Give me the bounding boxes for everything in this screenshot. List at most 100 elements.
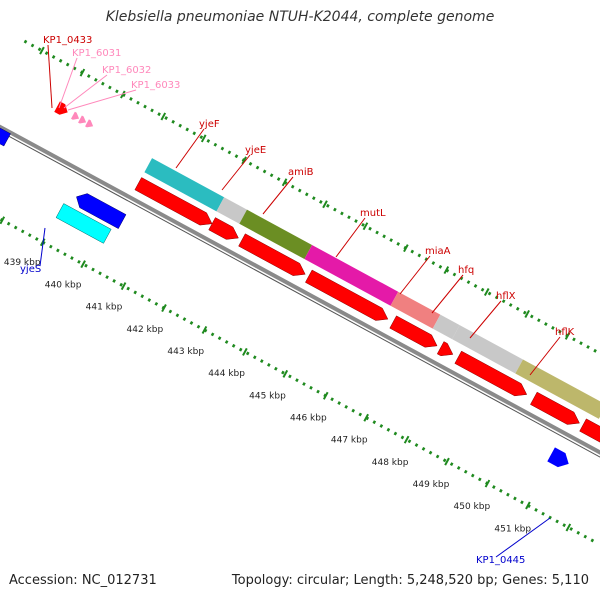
tick-outer-minor <box>157 112 161 117</box>
tick-inner-major <box>363 413 369 422</box>
cds-small-arrow <box>54 101 68 115</box>
tick-inner-minor <box>112 279 116 283</box>
callout-line <box>67 89 137 111</box>
tick-inner-minor <box>126 286 131 291</box>
tick-inner-major <box>242 347 248 356</box>
scale-label: 439 kbp <box>4 258 41 268</box>
tick-outer-minor <box>94 77 98 82</box>
tick-outer-minor <box>269 173 274 178</box>
callout-line <box>63 74 108 109</box>
tick-outer-minor <box>199 135 204 140</box>
tick-outer-minor <box>234 154 239 159</box>
pink-feature-arrow <box>78 115 87 124</box>
tick-outer-minor <box>537 318 541 323</box>
tick-inner-minor <box>309 385 313 390</box>
tick-inner-minor <box>351 408 356 413</box>
tick-outer-minor <box>473 284 478 288</box>
tick-outer-minor <box>361 222 365 227</box>
tick-outer-minor <box>206 139 211 143</box>
tick-inner-minor <box>562 523 566 528</box>
tick-inner-minor <box>49 244 53 249</box>
tick-inner-minor <box>337 401 341 405</box>
tick-outer-major <box>322 200 328 209</box>
tick-outer-minor <box>262 169 267 174</box>
tick-inner-minor <box>477 477 482 482</box>
callout-line <box>431 274 464 314</box>
scale-label: 449 kbp <box>413 480 450 490</box>
tick-outer-minor <box>227 150 232 155</box>
tick-outer-minor <box>44 51 49 56</box>
tick-outer-minor <box>304 192 309 197</box>
map-title: Klebsiella pneumoniae NTUH-K2044, comple… <box>105 9 495 25</box>
tick-inner-minor <box>513 496 517 501</box>
tick-inner-minor <box>590 538 595 543</box>
tick-outer-minor <box>480 287 485 292</box>
tick-outer-minor <box>129 97 133 101</box>
feature-tracks <box>0 101 600 468</box>
tick-inner-minor <box>428 450 433 455</box>
tick-inner-minor <box>506 492 510 497</box>
tick-inner-minor <box>492 485 496 489</box>
tick-inner-minor <box>140 294 145 299</box>
gene-label-hfq: hfq <box>458 265 474 276</box>
tick-outer-minor <box>389 238 393 243</box>
tick-inner-minor <box>175 313 180 318</box>
tick-outer-minor <box>326 203 330 208</box>
tick-outer-minor <box>255 165 260 170</box>
tick-inner-minor <box>13 225 18 230</box>
tick-outer-minor <box>143 104 147 109</box>
tick-inner-minor <box>534 508 538 512</box>
tick-outer-minor <box>382 234 386 239</box>
tick-outer-minor <box>354 219 358 223</box>
tick-outer-minor <box>311 196 316 201</box>
tick-inner-major <box>80 260 86 269</box>
tick-inner-minor <box>393 431 398 436</box>
pink-feature-arrow <box>85 119 94 128</box>
gene-label-amiB: amiB <box>288 167 314 178</box>
cog-block-amiB <box>239 209 313 260</box>
tick-inner-minor <box>20 229 25 234</box>
cog-block-hflK <box>515 359 600 419</box>
cds-arrow <box>208 217 239 240</box>
tick-inner-minor <box>583 534 588 539</box>
tick-inner-minor <box>189 321 194 325</box>
tick-outer-minor <box>579 341 583 346</box>
tick-outer-minor <box>508 303 513 307</box>
tick-inner-major <box>444 457 450 466</box>
tick-outer-minor <box>466 280 471 285</box>
callout-line <box>58 57 78 109</box>
tick-inner-major <box>484 479 491 488</box>
tick-outer-minor <box>213 142 218 147</box>
tick-outer-minor <box>319 200 323 204</box>
tick-inner-minor <box>77 259 81 264</box>
genome-backbone-edge <box>0 130 600 458</box>
genome-backbone <box>0 124 600 455</box>
cds-arrow <box>305 269 389 321</box>
scale-label: 444 kbp <box>208 369 245 379</box>
tick-outer-minor <box>136 100 140 105</box>
tick-inner-major <box>403 435 410 444</box>
tick-outer-minor <box>101 81 105 86</box>
tick-outer-minor <box>529 314 534 319</box>
tick-outer-major <box>39 46 45 55</box>
tick-outer-minor <box>340 211 344 216</box>
tick-inner-minor <box>274 366 278 371</box>
tick-inner-minor <box>386 427 391 432</box>
tick-outer-major <box>483 288 490 297</box>
scale-label: 450 kbp <box>454 502 491 512</box>
tick-outer-minor <box>410 249 415 254</box>
gene-label-yjeF: yjeF <box>199 119 220 130</box>
tick-inner-major <box>282 369 289 378</box>
feature-blue-arrow <box>76 193 127 229</box>
scale-label: 445 kbp <box>249 391 286 401</box>
tick-inner-minor <box>238 347 243 352</box>
gene-label-KP1_0445: KP1_0445 <box>476 555 525 566</box>
tick-inner-minor <box>182 317 187 322</box>
callout-line <box>175 128 205 169</box>
tick-outer-minor <box>290 184 295 189</box>
gene-label-yjeE: yjeE <box>245 145 266 156</box>
tick-outer-minor <box>276 177 281 181</box>
callout-line <box>221 154 251 191</box>
tick-rings <box>0 39 597 543</box>
tick-outer-minor <box>171 119 175 124</box>
